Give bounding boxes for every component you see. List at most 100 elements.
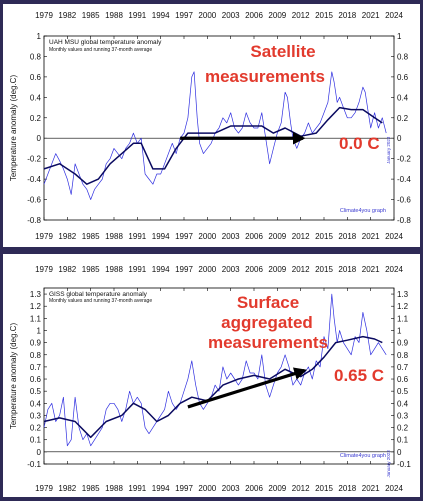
date-note: January 2023 xyxy=(386,450,391,478)
x-tick-label-top: 2024 xyxy=(385,11,403,20)
satellite-chart-panel: 1979 1979 1982 1982 1985 1985 1988 1988 1991 1991… xyxy=(3,4,420,247)
chart-title: UAH MSU global temperature anomaly xyxy=(49,39,162,46)
surface-chart-panel: 1979 1979 1982 1982 1985 1985 1988 1988 1991 1991… xyxy=(3,254,420,497)
x-tick-label-bottom: 2000 xyxy=(198,484,216,493)
y-tick-label-right: 0.7 xyxy=(397,363,409,372)
x-tick-label-bottom: 1985 xyxy=(82,232,100,241)
x-tick-label-bottom: 2006 xyxy=(245,232,263,241)
x-tick-label-top: 2018 xyxy=(338,11,356,20)
y-tick-label-right: 1 xyxy=(397,32,402,41)
y-tick-label-left: 0.7 xyxy=(30,363,42,372)
y-tick-label-left: -0.8 xyxy=(27,216,41,225)
x-tick-label-top: 2015 xyxy=(315,11,333,20)
y-axis-label: Temperature anomaly (deg.C) xyxy=(9,75,18,182)
x-tick-label-top: 1985 xyxy=(82,11,100,20)
x-tick-label-bottom: 1985 xyxy=(82,484,100,493)
x-tick-label-bottom: 1991 xyxy=(128,484,146,493)
x-tick-label-top: 2024 xyxy=(385,265,403,274)
y-tick-label-right: 0.1 xyxy=(397,436,409,445)
y-tick-label-right: 0 xyxy=(397,448,402,457)
x-tick-label-bottom: 2006 xyxy=(245,484,263,493)
y-tick-label-left: 0 xyxy=(37,134,42,143)
y-axis-label: Temperature anomaly (deg.C) xyxy=(9,323,18,430)
x-tick-label-bottom: 2000 xyxy=(198,232,216,241)
y-tick-label-right: -0.4 xyxy=(397,175,411,184)
y-tick-label-left: 1 xyxy=(37,326,42,335)
annotation-value-label: 0.65 C xyxy=(334,366,384,385)
y-tick-label-left: 0.8 xyxy=(30,351,42,360)
x-tick-label-top: 1982 xyxy=(58,11,76,20)
y-tick-label-right: 0 xyxy=(397,134,402,143)
y-tick-label-right: 1.3 xyxy=(397,290,409,299)
x-tick-label-top: 1997 xyxy=(175,11,193,20)
plot-frame xyxy=(43,35,395,221)
x-tick-label-bottom: 2024 xyxy=(385,232,403,241)
x-tick-label-bottom: 2015 xyxy=(315,232,333,241)
x-tick-label-top: 1991 xyxy=(128,265,146,274)
x-tick-label-top: 1979 xyxy=(35,265,53,274)
y-tick-label-right: 1 xyxy=(397,326,402,335)
annotation-value-label: 0.0 C xyxy=(339,134,380,153)
y-tick-label-right: 0.2 xyxy=(397,424,409,433)
y-tick-label-left: 1 xyxy=(37,32,42,41)
y-tick-label-left: 0.2 xyxy=(30,424,42,433)
x-tick-label-bottom: 1982 xyxy=(58,484,76,493)
y-tick-label-right: 0.4 xyxy=(397,399,409,408)
x-tick-label-bottom: 2018 xyxy=(338,484,356,493)
plot-frame xyxy=(43,287,395,465)
x-tick-label-top: 1994 xyxy=(152,11,170,20)
x-tick-label-top: 2009 xyxy=(268,265,286,274)
y-tick-label-right: 1.2 xyxy=(397,302,409,311)
y-tick-label-left: 1.3 xyxy=(30,290,42,299)
y-tick-label-left: 0.4 xyxy=(30,93,42,102)
x-tick-label-top: 1994 xyxy=(152,265,170,274)
y-tick-label-right: 0.2 xyxy=(397,114,409,123)
satellite-chart: 1979 1979 1982 1982 1985 1985 1988 1988 1991 1991… xyxy=(9,11,411,241)
y-tick-label-right: -0.8 xyxy=(397,216,411,225)
y-tick-label-left: 1.2 xyxy=(30,302,42,311)
monthly-values-line xyxy=(43,71,387,200)
x-tick-label-bottom: 2018 xyxy=(338,232,356,241)
y-tick-label-left: 0.5 xyxy=(30,387,42,396)
y-tick-label-right: 0.3 xyxy=(397,411,409,420)
x-tick-label-top: 2000 xyxy=(198,11,216,20)
y-tick-label-left: 0.4 xyxy=(30,399,42,408)
y-tick-label-right: 0.5 xyxy=(397,387,409,396)
y-tick-label-left: -0.2 xyxy=(27,155,41,164)
annotation-text: measurements xyxy=(205,67,325,86)
y-tick-label-right: 0.8 xyxy=(397,351,409,360)
x-tick-label-bottom: 2009 xyxy=(268,232,286,241)
x-tick-label-top: 2021 xyxy=(362,11,380,20)
y-tick-label-left: -0.6 xyxy=(27,196,41,205)
y-tick-label-left: 0.6 xyxy=(30,73,42,82)
y-tick-label-left: 0.2 xyxy=(30,114,42,123)
x-tick-label-top: 1982 xyxy=(58,265,76,274)
chart-credit: Climate4you graph xyxy=(340,208,386,214)
x-tick-label-top: 2012 xyxy=(292,265,310,274)
x-tick-label-bottom: 1997 xyxy=(175,232,193,241)
y-tick-label-right: -0.1 xyxy=(397,460,411,469)
x-tick-label-bottom: 2009 xyxy=(268,484,286,493)
x-tick-label-top: 2006 xyxy=(245,11,263,20)
y-tick-label-right: -0.6 xyxy=(397,196,411,205)
x-tick-label-top: 1991 xyxy=(128,11,146,20)
y-tick-label-right: 0.4 xyxy=(397,93,409,102)
y-tick-label-right: 1.1 xyxy=(397,314,409,323)
y-tick-label-left: 0.3 xyxy=(30,411,42,420)
annotation-text: Satellite xyxy=(250,42,315,61)
x-tick-label-top: 2015 xyxy=(315,265,333,274)
running-average-line xyxy=(43,335,383,439)
y-tick-label-left: 1.1 xyxy=(30,314,42,323)
chart-title: GISS global temperature anomaly xyxy=(49,291,148,298)
y-tick-label-left: -0.4 xyxy=(27,175,41,184)
y-tick-label-left: 0.9 xyxy=(30,339,42,348)
x-tick-label-bottom: 2012 xyxy=(292,232,310,241)
x-tick-label-bottom: 2021 xyxy=(362,484,380,493)
x-tick-label-bottom: 1979 xyxy=(35,232,53,241)
x-tick-label-bottom: 2015 xyxy=(315,484,333,493)
y-tick-label-left: 0.8 xyxy=(30,52,42,61)
chart-subtitle: Monthly values and running 37-month aver… xyxy=(49,47,152,53)
date-note: January 2023 xyxy=(386,136,391,164)
x-tick-label-bottom: 1994 xyxy=(152,232,170,241)
